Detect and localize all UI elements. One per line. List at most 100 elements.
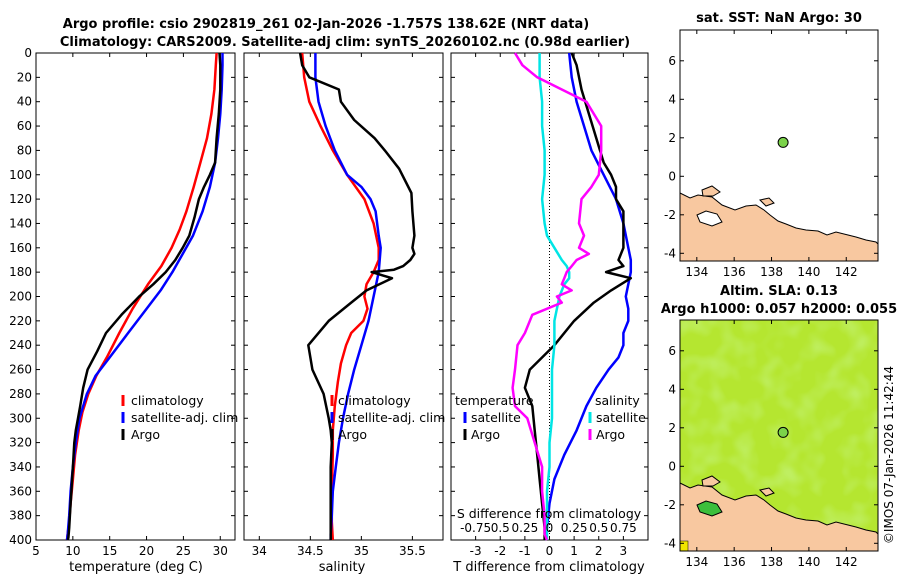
lon-tick-label: 134 xyxy=(685,555,708,569)
difference-panel: -3 -2 -1 0 1 2 3 temperature salinity satellit… xyxy=(450,52,649,575)
x-tick-label: 25 xyxy=(176,544,191,558)
y-tick-label: 160 xyxy=(9,241,32,255)
salinity-y-ticks xyxy=(244,52,443,541)
lon-tick-label: 138 xyxy=(760,265,783,279)
y-tick-label: 200 xyxy=(9,290,32,304)
y-tick-label: 220 xyxy=(9,314,32,328)
lon-tick-label: 136 xyxy=(723,555,746,569)
temperature-axes-frame xyxy=(35,52,236,541)
x-tick-label: 0 xyxy=(546,544,554,558)
y-tick-label: 0 xyxy=(24,46,32,60)
x-tick-label: -2 xyxy=(494,544,506,558)
lat-tick-label: -2 xyxy=(664,208,676,222)
lon-tick-label: 142 xyxy=(835,555,858,569)
legend-label-climatology: climatology xyxy=(338,393,411,408)
legend-label-s-argo: Argo xyxy=(596,427,625,442)
y-tick-label: 40 xyxy=(17,95,32,109)
waigeo-island xyxy=(701,475,721,487)
difference-legend: temperature salinity satellite Argo sate… xyxy=(455,393,646,442)
sst-map-title: sat. SST: NaN Argo: 30 xyxy=(696,11,862,26)
series-line-s-argo xyxy=(511,52,603,541)
lon-tick-label: 140 xyxy=(797,555,820,569)
series-line-s-satellite xyxy=(538,53,571,540)
x-tick-label: 3 xyxy=(620,544,628,558)
corner-patch xyxy=(679,540,689,552)
legend-label-argo: Argo xyxy=(338,427,367,442)
sla-map-border xyxy=(679,319,879,552)
sst-x-ticks: 134 136 138 140 142 xyxy=(685,30,858,279)
lat-tick-label: 4 xyxy=(668,92,676,106)
series-line-t-satellite xyxy=(543,52,633,541)
y-tick-label: 60 xyxy=(17,119,32,133)
x-tick-label: 30 xyxy=(213,544,228,558)
temperature-panel: 0 20 40 60 80 100 120 140 160 180 200 220 240 260 280 3… xyxy=(9,46,238,575)
new-guinea-land xyxy=(679,192,879,262)
sla-map-title-2: Argo h1000: 0.057 h2000: 0.055 xyxy=(661,302,897,317)
figure-title-line1: Argo profile: csio 2902819_261 02-Jan-20… xyxy=(63,17,589,32)
s-tick-label: 0.25 xyxy=(512,521,539,535)
lat-tick-label: -2 xyxy=(664,498,676,512)
y-tick-label: 340 xyxy=(9,460,32,474)
legend-label-argo: Argo xyxy=(131,427,160,442)
s-difference-tick-labels: -0.75 0.5 0.25 0 0.25 0.5 0.75 xyxy=(460,521,637,535)
salinity-x-ticks: 34 34.5 35 35.5 xyxy=(252,53,426,558)
lon-tick-label: 138 xyxy=(760,555,783,569)
legend-label-t-satellite: satellite xyxy=(471,410,521,425)
legend-label-satellite: satellite-adj. clim xyxy=(131,410,238,425)
biak-island xyxy=(759,197,775,207)
y-tick-label: 300 xyxy=(9,411,32,425)
lon-tick-label: 140 xyxy=(797,265,820,279)
sla-map: Altim. SLA: 0.13 Argo h1000: 0.057 h2000… xyxy=(661,284,897,569)
x-tick-label: 20 xyxy=(139,544,154,558)
lat-tick-label: 4 xyxy=(668,382,676,396)
y-tick-label: 280 xyxy=(9,387,32,401)
sla-argo-marker xyxy=(777,426,789,438)
series-line-argo xyxy=(298,52,416,540)
temperature-x-ticks: 5 10 15 20 25 30 xyxy=(32,53,228,558)
difference-series xyxy=(511,52,633,541)
legend-header-salinity: salinity xyxy=(595,393,640,408)
x-tick-label: 35.5 xyxy=(399,544,426,558)
sla-map-title-1: Altim. SLA: 0.13 xyxy=(720,284,838,299)
bay-inlet xyxy=(696,500,723,517)
y-tick-label: 100 xyxy=(9,168,32,182)
lon-tick-label: 136 xyxy=(723,265,746,279)
y-tick-label: 240 xyxy=(9,338,32,352)
y-tick-label: 320 xyxy=(9,436,32,450)
sla-land xyxy=(679,475,879,552)
sst-map-border xyxy=(679,29,879,262)
lat-tick-label: 6 xyxy=(668,344,676,358)
lat-tick-label: 2 xyxy=(668,421,676,435)
s-tick-label: 0 xyxy=(546,521,554,535)
temperature-x-axis-label: temperature (deg C) xyxy=(69,560,203,575)
x-tick-label: 15 xyxy=(102,544,117,558)
x-tick-label: 10 xyxy=(65,544,80,558)
legend-label-climatology: climatology xyxy=(131,393,204,408)
y-tick-label: 380 xyxy=(9,509,32,523)
lat-tick-label: 6 xyxy=(668,54,676,68)
x-tick-label: -1 xyxy=(519,544,531,558)
salinity-panel: 34 34.5 35 35.5 climatology satellite-adj. … xyxy=(243,52,445,575)
temperature-y-ticks: 0 20 40 60 80 100 120 140 160 180 200 220 240 260 280 3… xyxy=(9,46,235,547)
s-difference-label: S difference from climatology xyxy=(457,506,642,521)
legend-label-satellite: satellite-adj. clim xyxy=(338,410,445,425)
lon-tick-label: 134 xyxy=(685,265,708,279)
sst-land xyxy=(679,185,879,262)
biak-island xyxy=(759,487,775,497)
t-difference-label: T difference from climatology xyxy=(452,560,645,575)
y-tick-label: 80 xyxy=(17,143,32,157)
y-tick-label: 400 xyxy=(9,533,32,547)
legend-label-t-argo: Argo xyxy=(471,427,500,442)
legend-header-temperature: temperature xyxy=(455,393,534,408)
sst-y-ticks: 6 4 2 0 -2 -4 xyxy=(664,54,878,260)
salinity-axes-frame xyxy=(243,52,444,541)
lat-tick-label: 0 xyxy=(668,169,676,183)
lat-tick-label: 0 xyxy=(668,459,676,473)
sla-y-ticks: 6 4 2 0 -2 -4 xyxy=(664,344,878,550)
s-tick-label: 0.5 xyxy=(491,521,510,535)
y-tick-label: 120 xyxy=(9,192,32,206)
y-tick-label: 140 xyxy=(9,216,32,230)
figure-title-line2: Climatology: CARS2009. Satellite-adj cli… xyxy=(60,35,630,50)
